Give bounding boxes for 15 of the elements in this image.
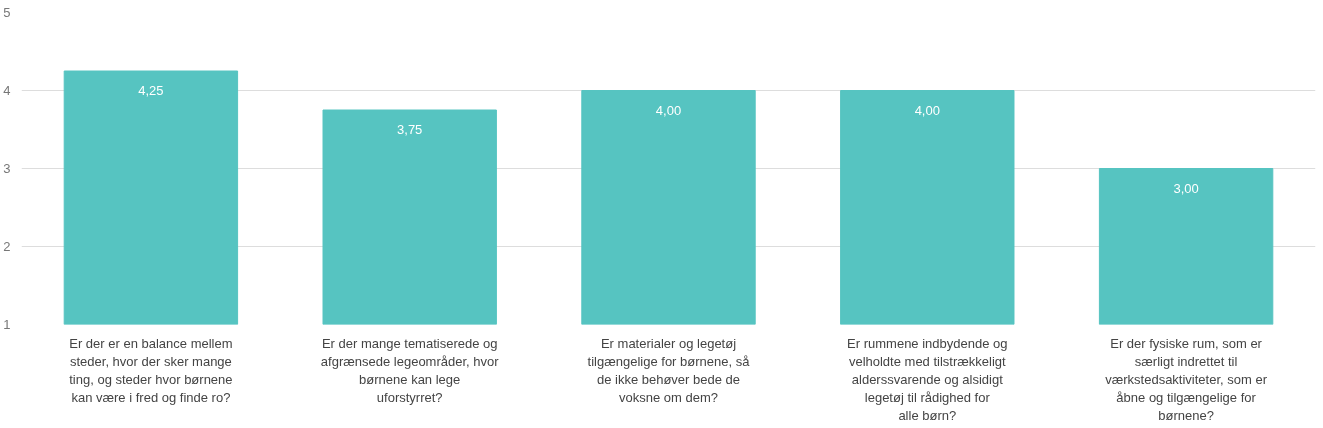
data-label: 4,00 xyxy=(655,102,682,118)
x-tick-label: Er der er en balance mellem steder, hvor der sker mange ting, og steder hvor børnene kan være i fred og finde ro? xyxy=(69,335,233,405)
data-label: 4,00 xyxy=(914,102,940,118)
y-tick-label: 3 xyxy=(3,161,11,176)
data-label: 3,75 xyxy=(397,122,423,137)
y-tick-label: 4 xyxy=(3,83,11,98)
x-tick-label: Er rummene indbydende og velholdte med tilstrækkeligt alderssvarende og alsidigt legetøj til rådighed for alle børn? xyxy=(847,335,1008,423)
y-tick-label: 5 xyxy=(3,5,11,20)
data-label: 3,00 xyxy=(1173,180,1199,196)
data-label: 4,25 xyxy=(138,83,164,98)
y-tick-label: 1 xyxy=(3,317,11,332)
x-tick-label: Er materialer og legetøj tilgængelige for børnene, så de ikke behøver bede de voksne om dem? xyxy=(587,335,751,405)
x-tick-label: Er der mange tematiserede og afgrænsede legeområder, hvor børnene kan lege uforstyrret? xyxy=(320,335,500,405)
x-tick-label: Er der fysiske rum, som er særligt indrettet til værkstedsaktiviteter, som er åbne og tilgængelige for børnene? xyxy=(1105,335,1268,423)
y-tick-label: 2 xyxy=(3,239,11,254)
